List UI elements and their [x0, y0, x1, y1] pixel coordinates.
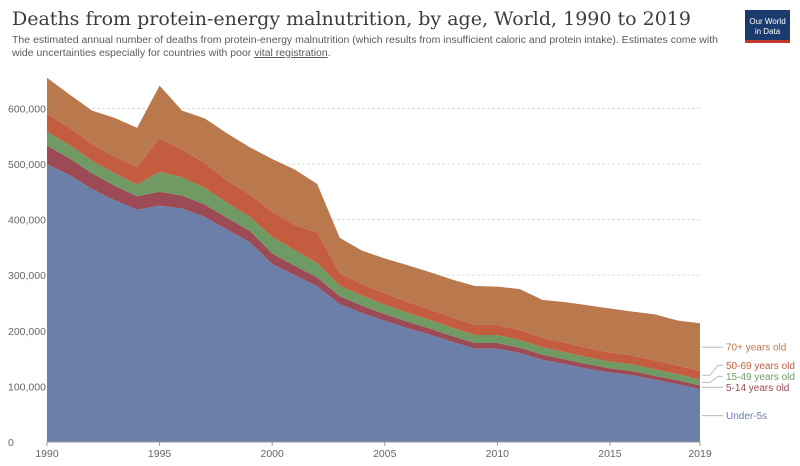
y-tick-label-6: 600,000	[8, 103, 46, 115]
x-tick-label-2: 2000	[260, 448, 284, 460]
y-tick-label-0: 0	[8, 437, 14, 449]
legend-connector	[702, 375, 723, 384]
legend-label-0[interactable]: Under-5s	[726, 411, 767, 422]
chart-subtitle: The estimated annual number of deaths fr…	[12, 34, 732, 60]
legend-label-2[interactable]: 15-49 years old	[726, 372, 795, 383]
subtitle-end: .	[327, 47, 331, 59]
area-series-0[interactable]	[47, 163, 700, 442]
chart-title: Deaths from protein-energy malnutrition,…	[12, 8, 691, 30]
legend-connector	[702, 364, 723, 376]
legend-label-3[interactable]: 50-69 years old	[726, 361, 795, 372]
x-tick-label-6: 2019	[688, 448, 712, 460]
y-tick-label-3: 300,000	[8, 270, 46, 282]
y-tick-label-4: 400,000	[8, 215, 46, 227]
area-series-3[interactable]	[47, 113, 700, 380]
x-tick-label-3: 2005	[373, 448, 397, 460]
subtitle-text: The estimated annual number of deaths fr…	[12, 34, 718, 59]
area-series-4[interactable]	[47, 77, 700, 372]
logo-line-2: in Data	[754, 26, 781, 36]
x-tick-label-4: 2010	[486, 448, 510, 460]
legend-label-4[interactable]: 70+ years old	[726, 343, 786, 354]
owid-logo[interactable]: Our World in Data	[745, 10, 790, 43]
vital-registration-link[interactable]: vital registration	[254, 47, 328, 59]
x-tick-label-5: 2015	[598, 448, 622, 460]
x-tick-label-0: 1990	[35, 448, 59, 460]
y-tick-label-5: 500,000	[8, 159, 46, 171]
legend-label-1[interactable]: 5-14 years old	[726, 383, 789, 394]
logo-line-1: Our World	[749, 17, 786, 26]
x-tick-label-1: 1995	[148, 448, 172, 460]
area-series-2[interactable]	[47, 131, 700, 386]
y-tick-label-2: 200,000	[8, 326, 46, 338]
y-tick-label-1: 100,000	[8, 381, 46, 393]
